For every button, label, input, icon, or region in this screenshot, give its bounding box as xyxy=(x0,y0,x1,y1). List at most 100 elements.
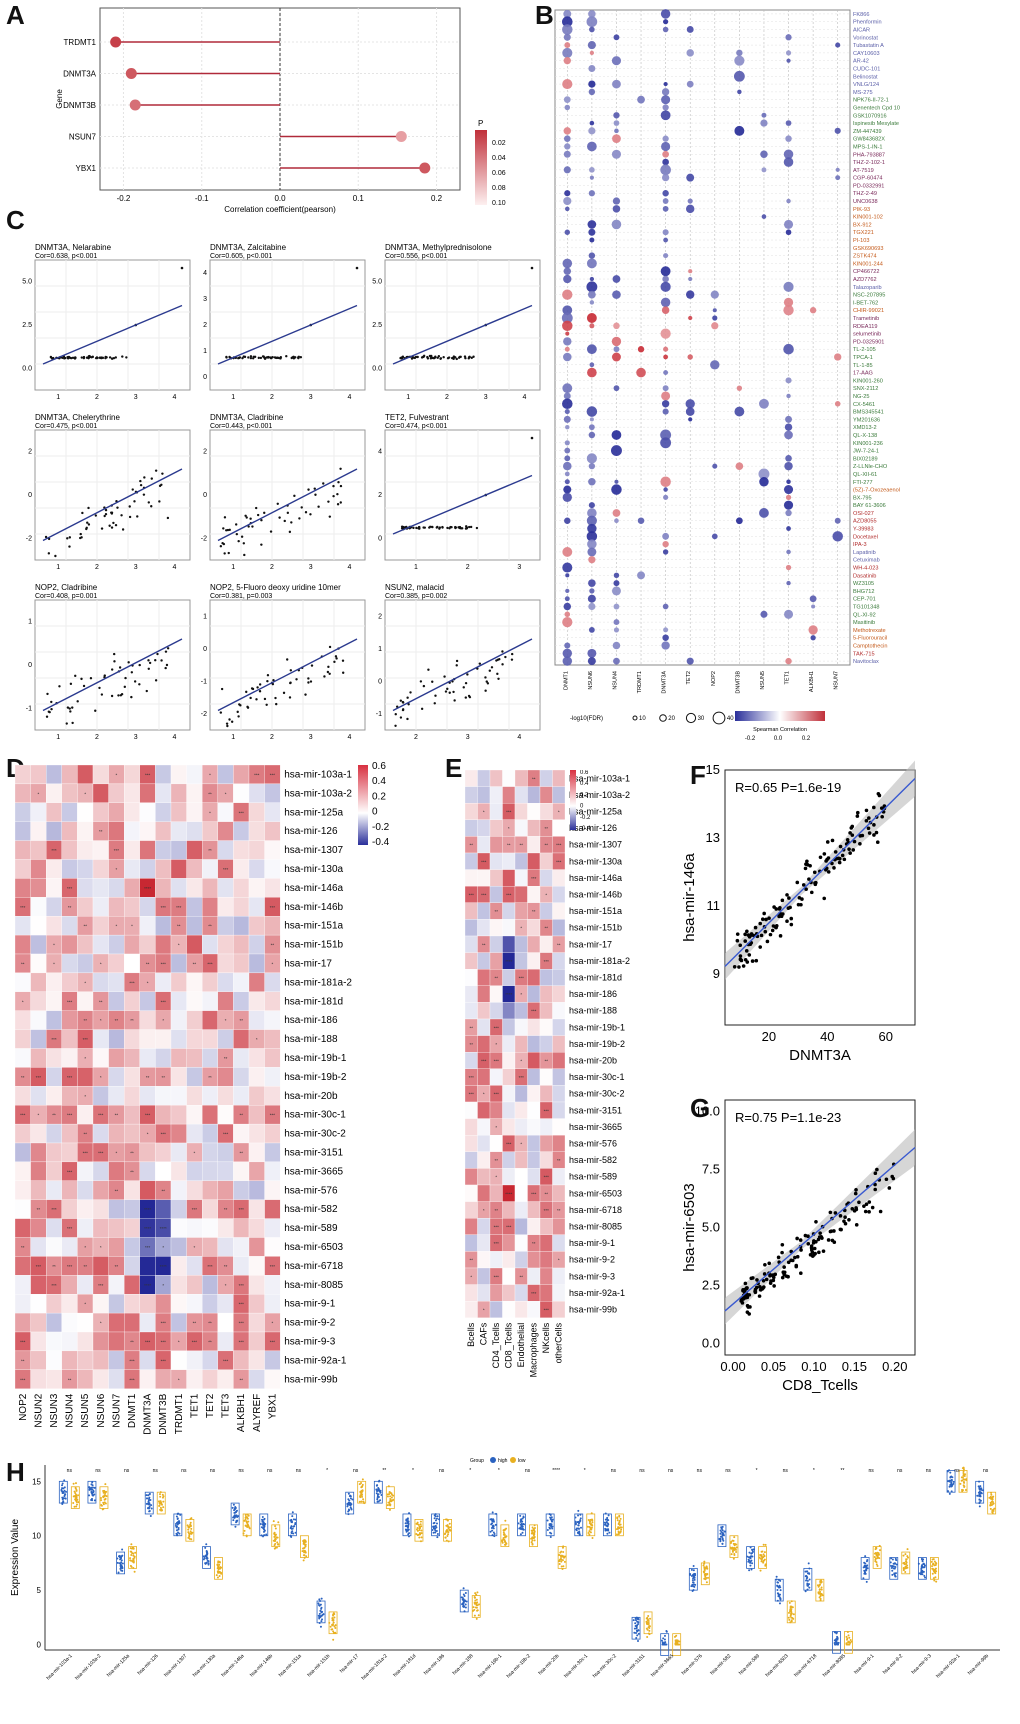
heatmap-cell xyxy=(539,1035,553,1053)
heatmap-cell xyxy=(77,1312,94,1333)
x-tick-label: 0.00 xyxy=(720,1359,745,1374)
jitter-point xyxy=(91,1481,94,1484)
heatmap-cell xyxy=(61,1123,78,1144)
bubble xyxy=(686,173,695,182)
heatmap-cell xyxy=(77,1161,94,1181)
jitter-point xyxy=(389,1495,392,1498)
heatmap-cell xyxy=(514,886,528,903)
heatmap-cell xyxy=(477,819,491,837)
significance-mark: *** xyxy=(494,1241,500,1246)
heatmap-cell xyxy=(527,1151,541,1169)
drug-label: Phenformin xyxy=(853,20,882,26)
jitter-point xyxy=(463,1605,466,1608)
heatmap-cell xyxy=(552,1284,566,1302)
scatter-point xyxy=(412,356,415,359)
scatter-point xyxy=(65,722,68,725)
heatmap-cell xyxy=(217,1180,234,1200)
bubble xyxy=(563,135,571,142)
y-tick-label: 4 xyxy=(203,270,207,277)
heatmap-cell xyxy=(77,1180,94,1200)
heatmap-cell xyxy=(202,1142,218,1163)
significance-mark: *** xyxy=(531,1291,537,1296)
scatter-point xyxy=(127,661,130,664)
bubble xyxy=(660,476,671,487)
bubble xyxy=(565,206,570,212)
bubble xyxy=(563,415,571,423)
heatmap-cell xyxy=(186,859,203,879)
jitter-point xyxy=(818,1588,821,1591)
bubble xyxy=(687,198,693,204)
jitter-point xyxy=(362,1498,365,1501)
bubble xyxy=(565,424,570,430)
scatter-point xyxy=(50,707,53,711)
jitter-point xyxy=(130,1543,133,1546)
significance-mark: * xyxy=(131,924,133,929)
drug-label: GSK1070916 xyxy=(853,113,887,119)
bubble xyxy=(785,120,792,126)
significance-mark: * xyxy=(162,1283,164,1288)
heatmap-cell xyxy=(77,1369,94,1389)
jitter-point xyxy=(730,1553,733,1556)
x-tick-label: 2 xyxy=(95,564,99,571)
heatmap-cell xyxy=(514,803,528,820)
drug-label: OSI-027 xyxy=(853,511,874,517)
jitter-point xyxy=(863,1561,866,1564)
jitter-point xyxy=(305,1555,308,1558)
x-tick-label: 20 xyxy=(762,1029,776,1044)
scatter-point xyxy=(428,354,432,358)
scatter-point xyxy=(143,476,146,479)
jitter-point xyxy=(146,1497,149,1500)
heatmap-cell xyxy=(233,1067,250,1087)
jitter-point xyxy=(418,1536,421,1539)
heatmap-cell xyxy=(233,821,250,841)
drug-label: Vorinostat xyxy=(853,35,878,41)
jitter-point xyxy=(775,1575,778,1578)
heatmap-cell xyxy=(264,1369,281,1389)
row-label: hsa-mir-6503 xyxy=(569,1188,622,1198)
significance-label: * xyxy=(326,1468,328,1474)
jitter-point xyxy=(290,1532,293,1535)
jitter-point xyxy=(777,1592,780,1595)
scatter-point xyxy=(847,847,851,851)
legend-low-swatch xyxy=(510,1457,516,1463)
x-tick-label: hsa-mir-103a-2 xyxy=(74,1653,102,1681)
heatmap-cell xyxy=(170,1218,187,1238)
heatmap-cell xyxy=(30,1237,47,1257)
heatmap-cell xyxy=(514,935,528,953)
significance-mark: ** xyxy=(271,943,275,948)
scatter-point xyxy=(76,700,79,703)
jitter-point xyxy=(894,1575,897,1578)
significance-mark: * xyxy=(100,961,102,966)
heatmap-cell xyxy=(527,1267,541,1285)
heatmap-cell xyxy=(139,802,156,822)
heatmap-cell xyxy=(489,1068,503,1086)
size-legend-circle xyxy=(712,711,726,725)
jitter-point xyxy=(61,1492,64,1495)
significance-mark: ** xyxy=(99,999,103,1004)
scatter-point xyxy=(450,526,453,529)
scatter-point xyxy=(258,683,262,686)
scatter-point xyxy=(414,355,418,359)
jitter-point xyxy=(847,1641,850,1644)
x-tick-label: 1 xyxy=(56,734,60,741)
heatmap-cell xyxy=(248,840,265,860)
jitter-point xyxy=(978,1487,981,1490)
x-tick-label: hsa-mir-582 xyxy=(709,1653,732,1676)
jitter-point xyxy=(750,1552,753,1555)
bubble xyxy=(564,447,571,454)
heatmap-cell xyxy=(552,1068,566,1086)
scatter-point xyxy=(452,690,455,694)
jitter-point xyxy=(189,1530,192,1533)
drug-label: TGX221 xyxy=(853,230,874,236)
jitter-point xyxy=(648,1629,651,1632)
scatter-point xyxy=(809,1248,814,1252)
significance-mark: *** xyxy=(161,1321,167,1326)
y-tick-label: 1 xyxy=(378,646,382,653)
scatter-frame xyxy=(34,259,191,391)
heatmap-cell xyxy=(477,836,491,854)
jitter-point xyxy=(319,1615,322,1618)
jitter-point xyxy=(75,1493,78,1496)
heatmap-cell xyxy=(92,1331,109,1352)
heatmap-cell xyxy=(264,878,281,898)
